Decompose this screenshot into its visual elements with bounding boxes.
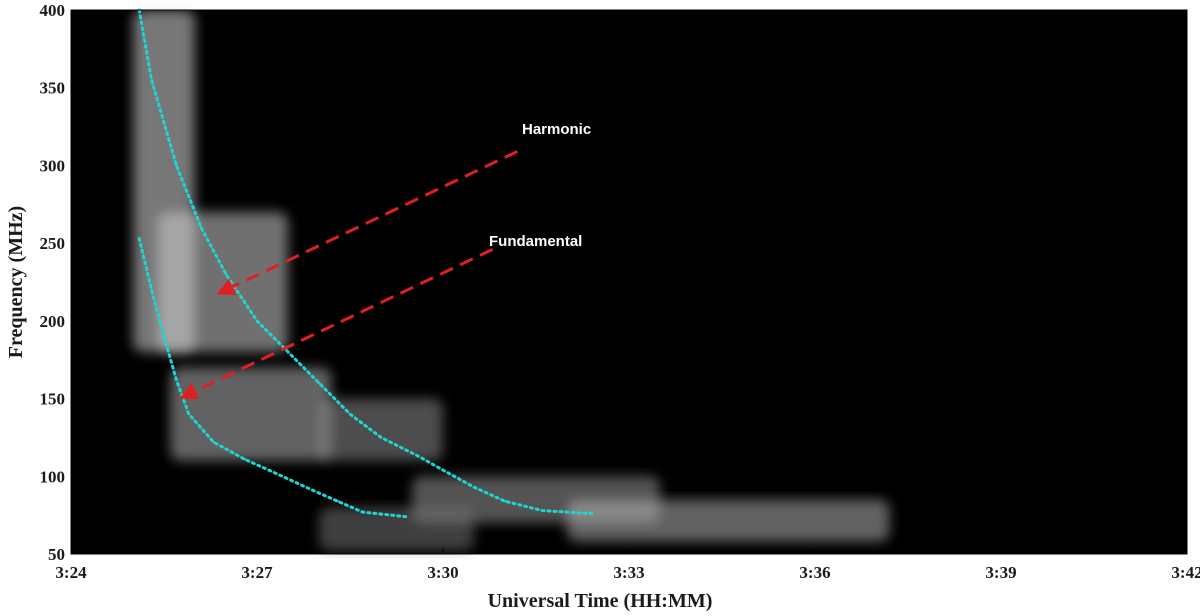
fundamental-point-4 (187, 412, 190, 416)
fundamental-point-10 (361, 510, 364, 514)
fundamental-point-2 (162, 335, 166, 338)
harmonic-point-5 (255, 319, 259, 323)
annotation-harmonic: Harmonic (522, 121, 591, 138)
y-tick-label-2: 150 (40, 390, 66, 409)
fundamental-point-5 (212, 440, 215, 444)
x-tick-label-5: 3:39 (985, 563, 1016, 582)
x-axis-title: Universal Time (HH:MM) (488, 590, 713, 612)
fundamental-point-6 (243, 457, 246, 461)
x-tick-label-4: 3:36 (799, 563, 830, 582)
fundamental-point-0 (138, 237, 141, 240)
harmonic-point-3 (200, 226, 203, 229)
harmonic-point-13 (503, 499, 507, 503)
x-tick-label-1: 3:27 (241, 563, 273, 582)
harmonic-point-14 (541, 509, 544, 512)
y-tick-label-6: 350 (40, 79, 66, 98)
fundamental-point-11 (404, 515, 407, 518)
x-tick-label-2: 3:30 (427, 563, 458, 582)
emission-region-6 (319, 507, 474, 551)
y-tick-label-4: 250 (40, 234, 66, 253)
harmonic-point-7 (317, 381, 321, 385)
y-tick-label-5: 300 (40, 156, 66, 175)
fundamental-curve (137, 237, 408, 519)
harmonic-point-10 (417, 454, 420, 458)
emission-region-3 (319, 398, 443, 461)
drift-curves (137, 8, 594, 519)
harmonic-point-4 (224, 273, 228, 276)
fundamental-point-3 (175, 378, 178, 382)
fundamental-point-9 (336, 499, 339, 503)
y-tick-label-0: 50 (48, 545, 65, 564)
x-tick-label-3: 3:33 (613, 563, 644, 582)
x-tick-label-6: 3:42 (1171, 563, 1200, 582)
harmonic-point-2 (175, 164, 178, 167)
harmonic-point-6 (286, 350, 290, 354)
annotation-arrow-1 (179, 248, 494, 399)
harmonic-point-12 (472, 485, 476, 489)
harmonic-point-9 (379, 436, 383, 439)
y-tick-label-3: 200 (40, 312, 66, 331)
y-tick-label-1: 100 (40, 467, 66, 486)
annotation-arrow-0 (216, 150, 519, 295)
fundamental-point-7 (274, 471, 277, 475)
fundamental-point-8 (311, 489, 314, 492)
annotation-fundamental: Fundamental (489, 233, 582, 250)
axis-ticks: 3:24 3:27 3:30 3:33 3:36 3:39 3:42 50 100 150 200 2… (40, 1, 1200, 582)
harmonic-point-1 (150, 78, 153, 82)
harmonic-point-8 (348, 412, 352, 416)
y-axis-title: Frequency (MHz) (5, 206, 27, 358)
emission-region-5 (567, 499, 890, 542)
harmonic-point-15 (590, 512, 593, 515)
y-tick-label-7: 400 (40, 1, 66, 20)
harmonic-curve (137, 8, 594, 516)
harmonic-point-11 (441, 468, 445, 472)
fundamental-point-1 (150, 288, 153, 291)
emission-region-2 (170, 367, 332, 461)
x-tick-label-0: 3:24 (55, 563, 87, 582)
annotation-arrows (179, 150, 519, 399)
plot-frame (70, 9, 1188, 555)
